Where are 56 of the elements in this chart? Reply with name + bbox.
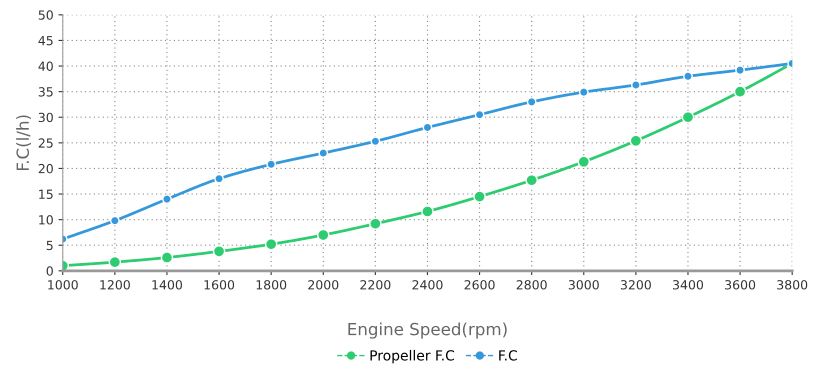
point: [683, 71, 693, 82]
y-tick-label: 20: [38, 164, 53, 174]
point: [734, 85, 746, 98]
point: [369, 217, 382, 230]
x-tick-label: 3600: [725, 280, 756, 290]
y-tick-label: 35: [38, 87, 53, 97]
point: [266, 159, 276, 170]
x-tick-label: 3000: [568, 280, 599, 290]
x-axis-title: Engine Speed(rpm): [348, 322, 507, 339]
point: [318, 148, 328, 158]
point: [473, 190, 486, 203]
x-tick-label: 2200: [360, 280, 390, 290]
y-tick-label: 0: [46, 266, 53, 276]
point: [160, 251, 174, 264]
y-tick-label: 10: [39, 215, 53, 225]
point: [525, 174, 538, 186]
y-tick-label: 50: [38, 10, 53, 20]
point: [578, 156, 590, 168]
x-tick-label: 1400: [152, 280, 182, 290]
y-tick-label: 5: [46, 240, 53, 250]
y-tick-label: 45: [38, 36, 53, 46]
x-tick-label: 2600: [464, 280, 495, 290]
y-tick-label: 15: [39, 190, 53, 199]
point: [370, 136, 380, 146]
x-tick-label: 2800: [516, 280, 547, 290]
x-tick-label: 1600: [204, 280, 234, 290]
x-tick-label: 2000: [308, 280, 338, 290]
x-tick-label: 1000: [48, 280, 78, 290]
y-tick-label: 25: [38, 138, 53, 148]
point: [526, 97, 537, 107]
point: [474, 110, 484, 120]
point: [682, 110, 694, 124]
legend-label: Propeller F.C: [370, 350, 454, 364]
legend-label: F.C: [499, 350, 517, 361]
point: [631, 80, 641, 90]
x-tick-label: 3400: [673, 280, 704, 290]
x-tick-label: 3800: [777, 280, 808, 290]
y-axis-title: F.C(l/h): [16, 115, 31, 170]
x-tick-label: 1800: [256, 280, 286, 290]
point: [162, 194, 172, 204]
point: [110, 216, 120, 226]
point: [578, 87, 589, 98]
point: [214, 174, 224, 184]
point: [422, 122, 432, 132]
point: [264, 238, 278, 250]
y-tick-label: 30: [38, 112, 53, 122]
y-tick-label: 40: [38, 62, 53, 71]
point: [317, 228, 330, 242]
point: [735, 65, 745, 75]
point: [108, 256, 122, 268]
x-tick-label: 1200: [100, 280, 130, 290]
point: [421, 205, 434, 218]
point: [630, 134, 642, 148]
x-tick-label: 2400: [412, 280, 443, 290]
x-tick-label: 3200: [620, 280, 651, 290]
point: [212, 245, 226, 258]
